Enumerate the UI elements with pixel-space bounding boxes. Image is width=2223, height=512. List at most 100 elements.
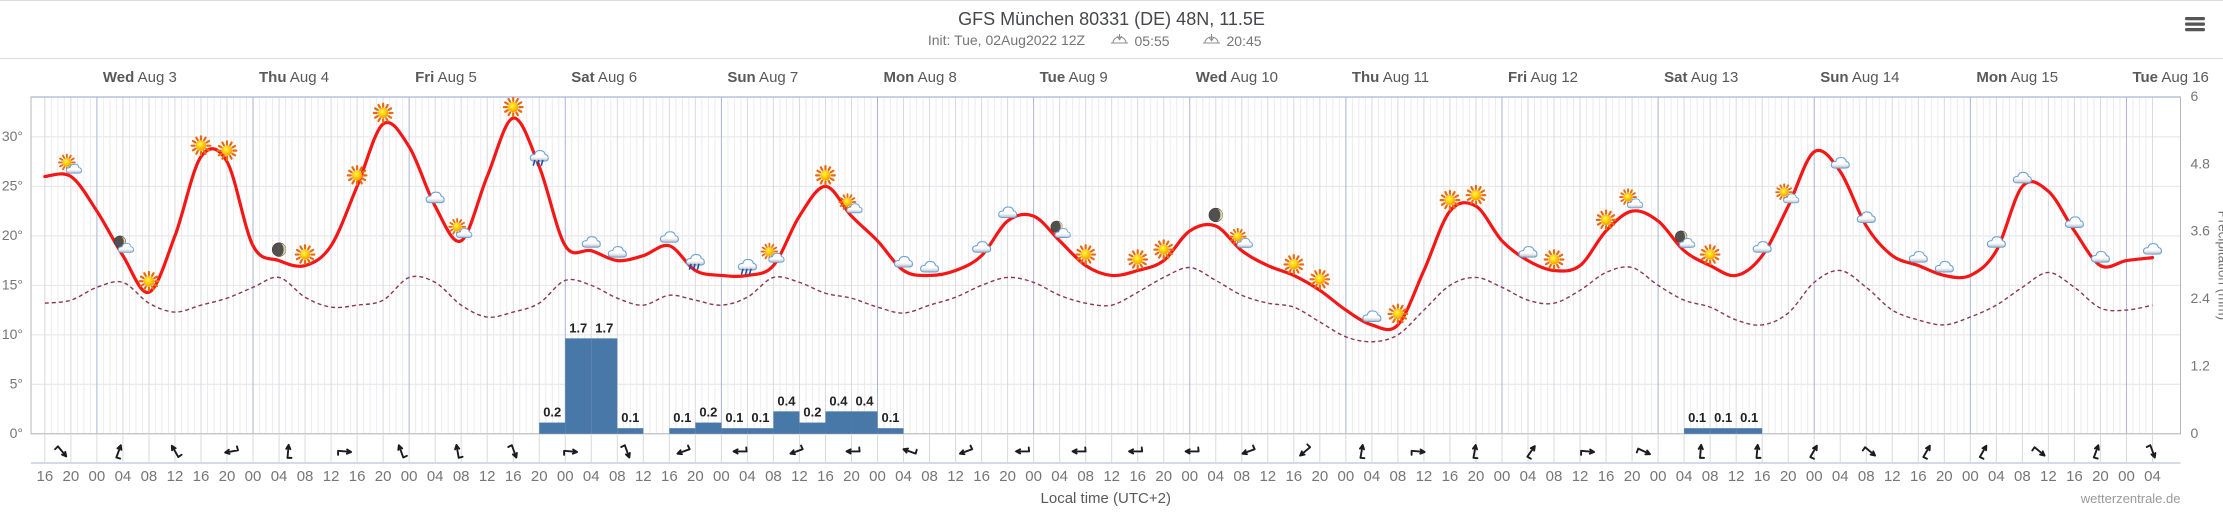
svg-text:04: 04 <box>1364 468 1381 485</box>
svg-text:08: 08 <box>1233 468 1250 485</box>
svg-text:04: 04 <box>1520 468 1537 485</box>
svg-text:12: 12 <box>1884 468 1901 485</box>
svg-text:1.7: 1.7 <box>569 320 587 335</box>
svg-text:16: 16 <box>1910 468 1927 485</box>
svg-text:04: 04 <box>739 468 756 485</box>
svg-text:00: 00 <box>1494 468 1511 485</box>
svg-text:6: 6 <box>2191 88 2199 104</box>
svg-text:0.1: 0.1 <box>751 410 769 425</box>
svg-text:16: 16 <box>661 468 678 485</box>
svg-text:Sat Aug 6: Sat Aug 6 <box>571 69 637 86</box>
svg-text:Mon Aug 15: Mon Aug 15 <box>1976 69 2058 86</box>
svg-text:0.4: 0.4 <box>777 393 796 408</box>
svg-text:Local time (UTC+2): Local time (UTC+2) <box>1041 490 1171 507</box>
svg-text:08: 08 <box>297 468 314 485</box>
svg-text:Sat Aug 13: Sat Aug 13 <box>1664 69 1738 86</box>
svg-text:Fri Aug 12: Fri Aug 12 <box>1508 69 1578 86</box>
svg-text:Tue Aug 16: Tue Aug 16 <box>2132 69 2208 86</box>
svg-text:20: 20 <box>999 468 1016 485</box>
svg-text:1.7: 1.7 <box>595 320 613 335</box>
svg-text:00: 00 <box>869 468 886 485</box>
svg-text:Thu Aug 4: Thu Aug 4 <box>259 69 329 86</box>
svg-text:00: 00 <box>89 468 106 485</box>
svg-text:04: 04 <box>1988 468 2005 485</box>
svg-text:08: 08 <box>1390 468 1407 485</box>
svg-text:0.1: 0.1 <box>881 410 899 425</box>
svg-text:20: 20 <box>843 468 860 485</box>
svg-text:0.2: 0.2 <box>699 405 717 420</box>
svg-text:00: 00 <box>245 468 262 485</box>
svg-text:0.2: 0.2 <box>803 405 821 420</box>
svg-text:04: 04 <box>1051 468 1068 485</box>
svg-text:0: 0 <box>2191 425 2199 441</box>
svg-text:16: 16 <box>2066 468 2083 485</box>
svg-text:20: 20 <box>63 468 80 485</box>
svg-text:04: 04 <box>1832 468 1849 485</box>
svg-text:12: 12 <box>1259 468 1276 485</box>
svg-text:20: 20 <box>2092 468 2109 485</box>
svg-text:20: 20 <box>1311 468 1328 485</box>
svg-text:08: 08 <box>1858 468 1875 485</box>
svg-text:00: 00 <box>1962 468 1979 485</box>
svg-text:16: 16 <box>973 468 990 485</box>
svg-text:08: 08 <box>141 468 158 485</box>
svg-text:08: 08 <box>1702 468 1719 485</box>
svg-text:04: 04 <box>583 468 600 485</box>
svg-text:04: 04 <box>271 468 288 485</box>
svg-text:04: 04 <box>1676 468 1693 485</box>
svg-text:16: 16 <box>1598 468 1615 485</box>
svg-text:Thu Aug 11: Thu Aug 11 <box>1352 69 1429 86</box>
svg-text:20: 20 <box>531 468 548 485</box>
svg-text:16: 16 <box>349 468 366 485</box>
svg-text:08: 08 <box>609 468 626 485</box>
svg-text:0°: 0° <box>10 425 23 441</box>
svg-text:5°: 5° <box>10 375 23 391</box>
svg-text:12: 12 <box>479 468 496 485</box>
svg-text:Fri Aug 5: Fri Aug 5 <box>415 69 477 86</box>
svg-text:3.6: 3.6 <box>2191 223 2211 239</box>
svg-text:Init: Tue, 02Aug2022 12Z: Init: Tue, 02Aug2022 12Z <box>928 32 1086 48</box>
svg-text:20: 20 <box>1468 468 1485 485</box>
svg-text:16: 16 <box>1285 468 1302 485</box>
svg-text:2.4: 2.4 <box>2191 290 2211 306</box>
svg-text:wetterzentrale.de: wetterzentrale.de <box>2080 491 2181 506</box>
svg-text:Tue Aug 9: Tue Aug 9 <box>1040 69 1108 86</box>
svg-text:GFS München 80331 (DE) 48N, 11: GFS München 80331 (DE) 48N, 11.5E <box>958 9 1265 29</box>
svg-text:10°: 10° <box>2 326 23 342</box>
svg-text:00: 00 <box>1025 468 1042 485</box>
svg-text:Wed Aug 10: Wed Aug 10 <box>1196 69 1278 86</box>
svg-text:12: 12 <box>323 468 340 485</box>
svg-text:08: 08 <box>1077 468 1094 485</box>
svg-text:20: 20 <box>1936 468 1953 485</box>
svg-text:0.1: 0.1 <box>1714 410 1732 425</box>
svg-text:12: 12 <box>1103 468 1120 485</box>
svg-text:00: 00 <box>1338 468 1355 485</box>
svg-text:30°: 30° <box>2 128 23 144</box>
svg-text:25°: 25° <box>2 177 23 193</box>
svg-text:0.1: 0.1 <box>621 410 639 425</box>
svg-text:0.4: 0.4 <box>855 393 874 408</box>
svg-text:00: 00 <box>1181 468 1198 485</box>
svg-text:04: 04 <box>115 468 132 485</box>
svg-text:16: 16 <box>1442 468 1459 485</box>
svg-text:12: 12 <box>635 468 652 485</box>
svg-text:Sun Aug 7: Sun Aug 7 <box>727 69 798 86</box>
svg-text:08: 08 <box>2014 468 2031 485</box>
svg-text:16: 16 <box>193 468 210 485</box>
svg-text:0.1: 0.1 <box>1688 410 1706 425</box>
svg-text:20: 20 <box>687 468 704 485</box>
svg-text:04: 04 <box>895 468 912 485</box>
svg-text:12: 12 <box>1416 468 1433 485</box>
svg-text:20°: 20° <box>2 227 23 243</box>
svg-text:20: 20 <box>219 468 236 485</box>
svg-text:20: 20 <box>375 468 392 485</box>
svg-text:1.2: 1.2 <box>2191 357 2211 373</box>
svg-text:20: 20 <box>1780 468 1797 485</box>
svg-text:05:55: 05:55 <box>1135 33 1170 49</box>
svg-text:00: 00 <box>557 468 574 485</box>
svg-text:16: 16 <box>1129 468 1146 485</box>
svg-text:Mon Aug 8: Mon Aug 8 <box>884 69 957 86</box>
svg-text:Wed Aug 3: Wed Aug 3 <box>103 69 177 86</box>
svg-text:0.4: 0.4 <box>829 393 848 408</box>
svg-text:0.1: 0.1 <box>1740 410 1758 425</box>
